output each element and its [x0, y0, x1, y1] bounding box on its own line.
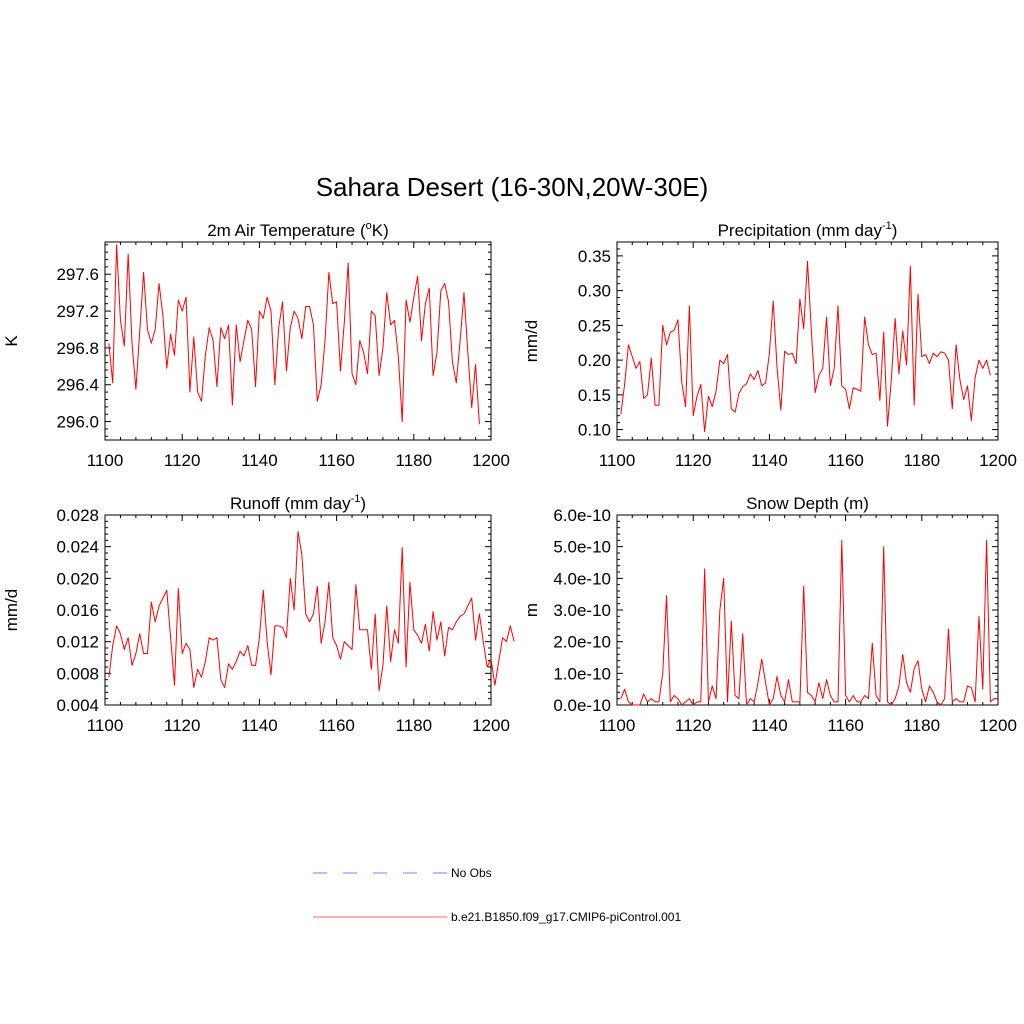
panel-title-superscript-air-temperature: o [366, 220, 372, 232]
x-tick-label-snow-depth: 1100 [599, 716, 636, 735]
x-tick-label-air-temperature: 1180 [396, 451, 433, 470]
panel-title-suffix-air-temperature: K) [372, 221, 389, 240]
x-tick-label-runoff: 1120 [164, 716, 201, 735]
y-tick-label-runoff: 0.008 [56, 664, 99, 683]
y-tick-label-runoff: 0.024 [56, 538, 99, 557]
x-tick-label-snow-depth: 1200 [979, 716, 1017, 735]
panels: 1100 1120 1140 1160 1180 1200 296.0 296.4 296.8 2… [2, 220, 1017, 735]
x-tick-label-runoff: 1140 [241, 716, 278, 735]
panel-air-temperature: 1100 1120 1140 1160 1180 1200 296.0 296.4 296.8 2… [2, 220, 510, 470]
y-tick-label-runoff: 0.012 [56, 633, 99, 652]
legend: No Obs b.e21.B1850.f09_g17.CMIP6-piContr… [313, 866, 681, 924]
y-tick-label-air-temperature: 296.8 [56, 339, 99, 358]
panel-precipitation: 1100 1120 1140 1160 1180 1200 0.10 0.15 0.20 0.25… [522, 220, 1017, 470]
x-tick-label-air-temperature: 1200 [472, 451, 510, 470]
x-tick-label-precipitation: 1180 [904, 451, 941, 470]
series-line-snow-depth [620, 539, 998, 706]
panel-title-superscript-precipitation: -1 [882, 220, 892, 232]
legend-label-no-obs: No Obs [451, 866, 492, 880]
x-tick-label-air-temperature: 1140 [241, 451, 278, 470]
panel-title-air-temperature: 2m Air Temperature (oK) [207, 220, 389, 240]
x-tick-label-air-temperature: 1160 [318, 451, 355, 470]
panel-runoff: 1100 1120 1140 1160 1180 1200 0.004 0.008 0.012 0… [2, 493, 515, 735]
panel-title-runoff: Runoff (mm day-1) [230, 493, 366, 513]
y-tick-label-precipitation: 0.15 [578, 386, 611, 405]
y-tick-label-snow-depth: 0.0e-10 [553, 696, 611, 715]
panel-title-main-snow-depth: Snow Depth (m) [746, 494, 869, 513]
panel-title-main-precipitation: Precipitation (mm day [718, 221, 883, 240]
x-tick-label-runoff: 1180 [396, 716, 433, 735]
y-tick-label-precipitation: 0.20 [578, 351, 611, 370]
x-tick-label-snow-depth: 1120 [675, 716, 712, 735]
panel-title-main-runoff: Runoff (mm day [230, 494, 351, 513]
y-tick-label-precipitation: 0.35 [578, 247, 611, 266]
panel-snow-depth: 1100 1120 1140 1160 1180 1200 0.0e-10 1.0e-10 2.… [522, 494, 1017, 735]
y-axis-label-snow-depth: m [522, 603, 541, 617]
y-tick-label-runoff: 0.028 [56, 506, 99, 525]
y-tick-label-air-temperature: 297.2 [56, 302, 99, 321]
y-tick-label-air-temperature: 296.4 [56, 376, 99, 395]
series-line-runoff [108, 531, 515, 692]
x-tick-label-precipitation: 1140 [751, 451, 788, 470]
y-tick-label-air-temperature: 297.6 [56, 265, 99, 284]
x-tick-label-runoff: 1200 [472, 716, 510, 735]
x-tick-label-precipitation: 1100 [599, 451, 636, 470]
series-line-precipitation [620, 260, 991, 433]
x-tick-label-air-temperature: 1120 [164, 451, 201, 470]
panel-title-main-air-temperature: 2m Air Temperature ( [207, 221, 366, 240]
y-tick-label-precipitation: 0.10 [578, 421, 611, 440]
y-tick-label-precipitation: 0.25 [578, 316, 611, 335]
x-tick-label-precipitation: 1160 [827, 451, 864, 470]
y-tick-label-runoff: 0.020 [56, 569, 99, 588]
x-tick-label-snow-depth: 1180 [904, 716, 941, 735]
y-axis-label-runoff: mm/d [2, 589, 21, 632]
legend-label-model: b.e21.B1850.f09_g17.CMIP6-piControl.001 [451, 910, 681, 924]
y-tick-label-runoff: 0.016 [56, 601, 99, 620]
y-tick-label-snow-depth: 2.0e-10 [553, 633, 611, 652]
y-tick-label-snow-depth: 3.0e-10 [553, 601, 611, 620]
panel-title-superscript-runoff: -1 [351, 493, 361, 505]
plot-frame-precipitation [616, 241, 999, 441]
y-tick-label-snow-depth: 4.0e-10 [553, 569, 611, 588]
x-tick-label-precipitation: 1200 [979, 451, 1017, 470]
x-tick-label-runoff: 1160 [318, 716, 355, 735]
panel-title-precipitation: Precipitation (mm day-1) [718, 220, 898, 240]
y-tick-label-precipitation: 0.30 [578, 282, 611, 301]
y-tick-label-snow-depth: 5.0e-10 [553, 538, 611, 557]
y-tick-label-snow-depth: 6.0e-10 [553, 506, 611, 525]
x-tick-label-precipitation: 1120 [675, 451, 712, 470]
x-tick-label-snow-depth: 1160 [827, 716, 864, 735]
series-line-air-temperature [108, 244, 480, 425]
y-tick-label-snow-depth: 1.0e-10 [553, 664, 611, 683]
x-tick-label-runoff: 1100 [87, 716, 124, 735]
y-axis-label-air-temperature: K [2, 335, 21, 347]
panel-title-snow-depth: Snow Depth (m) [746, 494, 869, 513]
figure-title: Sahara Desert (16-30N,20W-30E) [316, 172, 709, 202]
x-tick-label-snow-depth: 1140 [751, 716, 788, 735]
x-tick-label-air-temperature: 1100 [87, 451, 124, 470]
panel-title-suffix-precipitation: ) [892, 221, 898, 240]
panel-title-suffix-runoff: ) [360, 494, 366, 513]
y-tick-label-air-temperature: 296.0 [56, 413, 99, 432]
y-tick-label-runoff: 0.004 [56, 696, 99, 715]
y-axis-label-precipitation: mm/d [522, 320, 541, 363]
